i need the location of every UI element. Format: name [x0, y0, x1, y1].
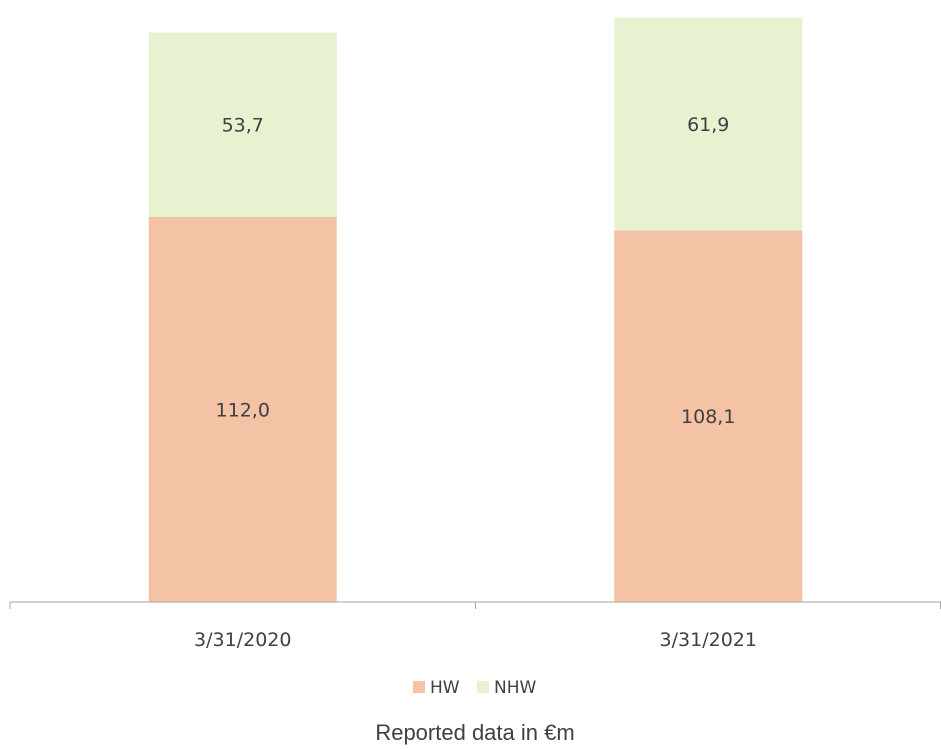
- bar-nhw-1: [148, 32, 337, 217]
- chart-caption: Reported data in €m: [375, 720, 574, 745]
- bars-group: [148, 17, 803, 602]
- x-tick-label-2: 3/31/2021: [660, 629, 757, 651]
- bar-nhw-2: [614, 17, 803, 231]
- bar-hw-1: [148, 217, 337, 602]
- data-label-hw-2: 108,1: [681, 406, 735, 428]
- data-label-hw-1: 112,0: [216, 400, 270, 422]
- bar-hw-2: [614, 230, 803, 602]
- legend-label-nhw: NHW: [494, 678, 537, 698]
- legend-swatch-hw: [413, 681, 425, 693]
- x-axis: 3/31/2020 3/31/2021: [9, 601, 941, 651]
- x-tick-label-1: 3/31/2020: [194, 629, 291, 651]
- data-labels-group: 112,0 53,7 108,1 61,9: [216, 114, 736, 428]
- data-label-nhw-2: 61,9: [687, 114, 729, 136]
- legend-swatch-nhw: [477, 681, 489, 693]
- legend: HW NHW: [413, 678, 537, 698]
- legend-label-hw: HW: [430, 678, 460, 698]
- data-label-nhw-1: 53,7: [222, 115, 264, 137]
